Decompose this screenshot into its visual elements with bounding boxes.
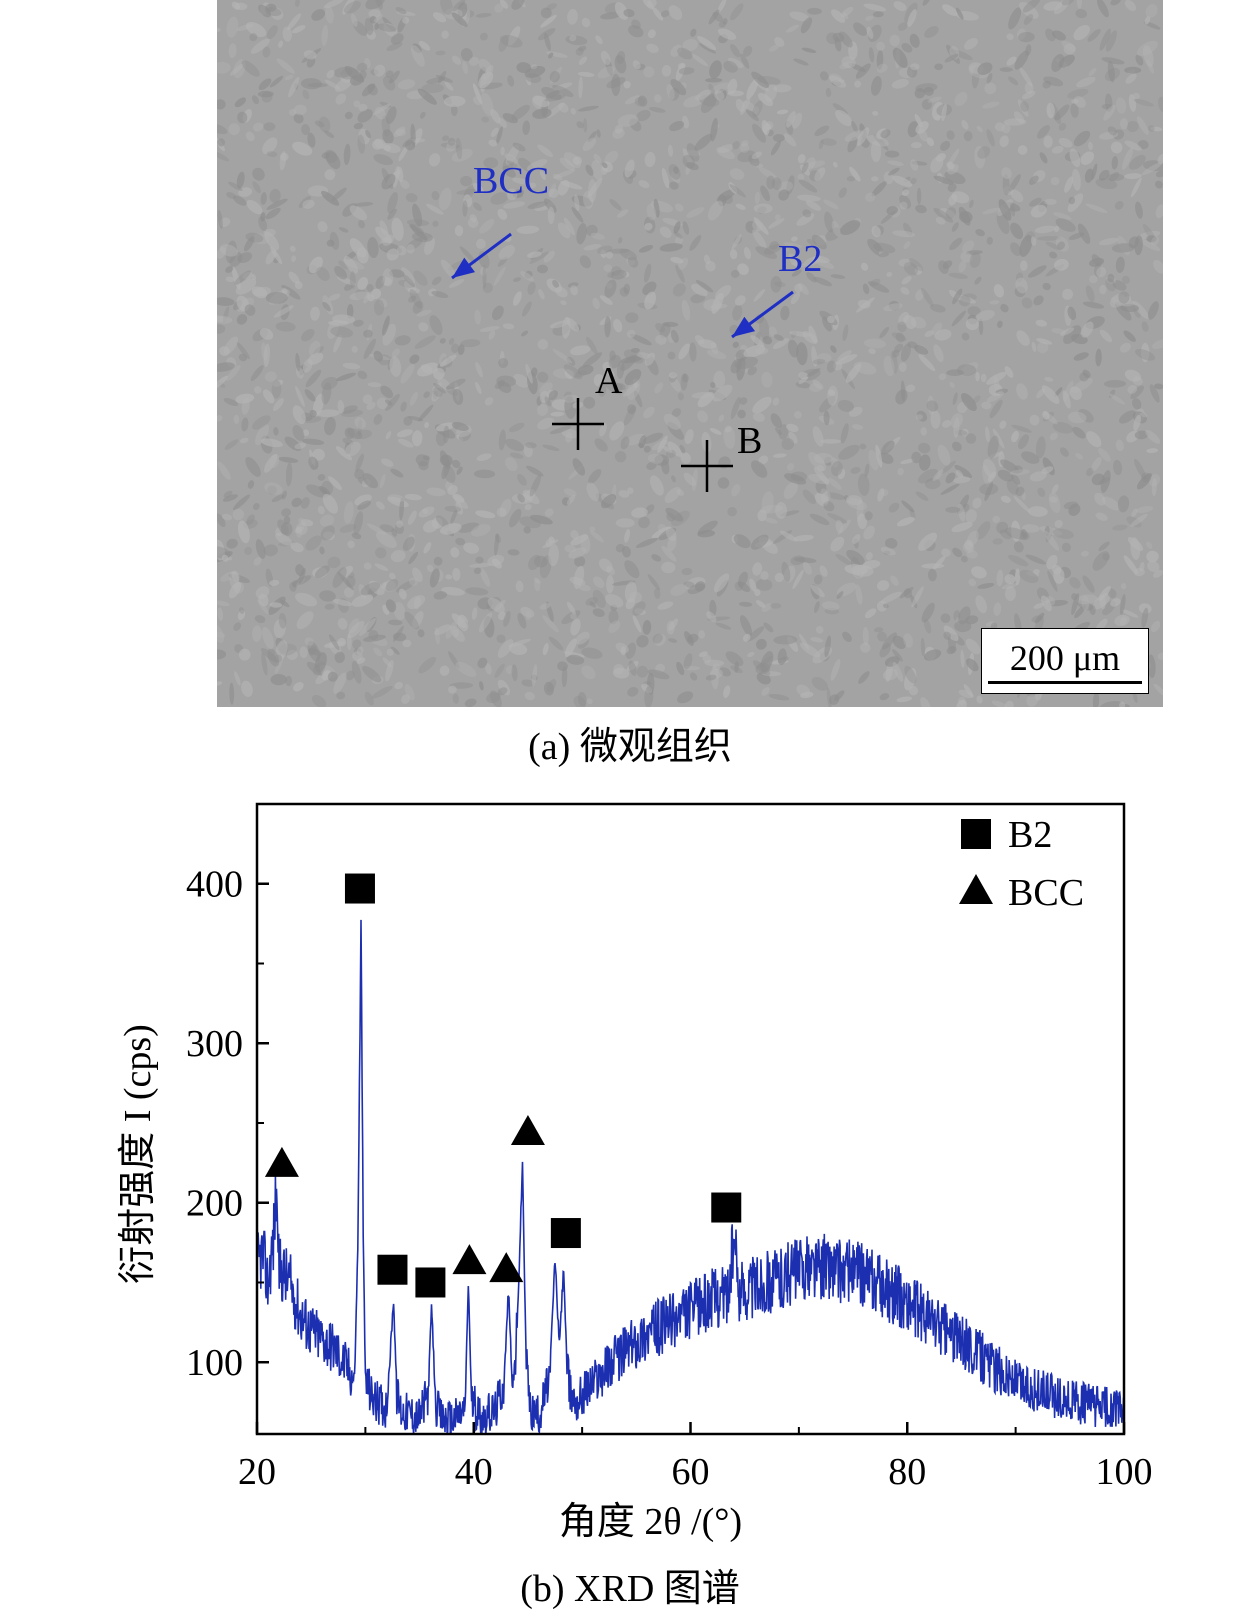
x-axis-label: 角度 2θ /(°) <box>559 1501 742 1543</box>
b2-peak-marker-4 <box>711 1192 742 1223</box>
bcc-peak-marker-8 <box>510 1114 545 1145</box>
point-a-label: A <box>595 360 623 402</box>
micrograph-texture <box>217 0 1163 707</box>
bcc-peak-marker-7 <box>489 1252 524 1283</box>
x-tick-label-4: 100 <box>1096 1451 1153 1493</box>
b2-peak-marker-2 <box>415 1267 446 1298</box>
y-tick-label-2: 300 <box>186 1023 243 1065</box>
b2-peak-marker-1 <box>377 1254 408 1285</box>
x-tick-label-2: 60 <box>672 1451 710 1493</box>
y-tick-label-3: 400 <box>186 864 243 906</box>
legend-label-bcc: BCC <box>1008 872 1084 914</box>
b2-phase-label: B2 <box>778 238 823 280</box>
point-b-label: B <box>737 420 763 462</box>
legend-label-b2: B2 <box>1008 814 1052 856</box>
chart-caption: (b) XRD 图谱 <box>520 1568 740 1610</box>
bcc-phase-label: BCC <box>473 160 550 202</box>
xrd-series-line <box>257 919 1124 1434</box>
y-tick-label-0: 100 <box>186 1342 243 1384</box>
y-tick-label-1: 200 <box>186 1183 243 1225</box>
x-tick-label-3: 80 <box>888 1451 926 1493</box>
bcc-peak-marker-5 <box>264 1146 299 1177</box>
scale-bar-line <box>988 681 1142 684</box>
b2-peak-marker-0 <box>344 873 375 904</box>
x-tick-label-0: 20 <box>238 1451 276 1493</box>
point-b-cross-icon <box>681 440 733 492</box>
scale-bar: 200 μm <box>981 628 1149 694</box>
scale-bar-label: 200 μm <box>1009 638 1121 678</box>
legend-triangle-icon <box>959 874 993 904</box>
xrd-chart: 20 40 60 80 100 100 200 300 400 角度 2θ /(°) 衍射强度 I … <box>117 802 1153 1543</box>
micrograph-image: BCC B2 A B 200 μm <box>217 0 1163 707</box>
y-axis-label: 衍射强度 I (cps) <box>117 1024 159 1284</box>
x-tick-label-1: 40 <box>455 1451 493 1493</box>
b2-arrow-icon <box>731 290 794 339</box>
legend-square-icon <box>961 819 991 849</box>
bcc-arrow-icon <box>451 232 512 280</box>
point-a-cross-icon <box>552 398 604 450</box>
b2-peak-marker-3 <box>550 1218 581 1249</box>
dendrite-texture <box>217 0 1163 707</box>
plot-frame <box>255 802 1126 1436</box>
micrograph-caption: (a) 微观组织 <box>528 726 732 768</box>
bcc-peak-marker-6 <box>452 1244 487 1275</box>
